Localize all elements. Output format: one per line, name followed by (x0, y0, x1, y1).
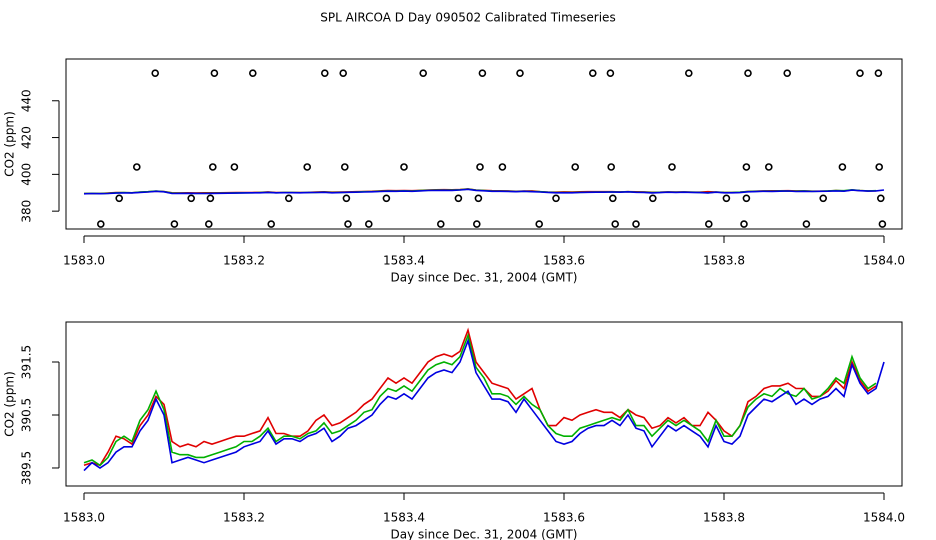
point (608, 194, 617, 203)
point (516, 69, 524, 77)
point (419, 69, 428, 77)
x-tick-label: 1583.4 (383, 511, 425, 525)
point (210, 69, 219, 77)
point (340, 163, 349, 171)
series-line (83, 332, 877, 467)
x-tick-label: 1583.0 (63, 254, 105, 268)
point (476, 163, 484, 171)
series-line (83, 338, 885, 472)
point (454, 194, 463, 203)
point (382, 194, 391, 203)
y-tick-label: 391.5 (20, 345, 34, 379)
y-tick-label: 440 (20, 89, 34, 112)
point (668, 163, 676, 171)
point (303, 163, 312, 171)
point (632, 220, 640, 228)
point (704, 220, 713, 228)
x-tick-label: 1583.0 (63, 511, 105, 525)
point (400, 163, 408, 171)
point (342, 194, 351, 203)
series-line (83, 327, 877, 467)
point (611, 220, 620, 228)
point (209, 163, 217, 171)
x-tick-label: 1583.8 (703, 254, 745, 268)
x-tick-label: 1583.6 (543, 511, 585, 525)
y-tick-label: 420 (20, 126, 34, 149)
point (684, 69, 693, 77)
point (722, 194, 731, 203)
point (478, 69, 487, 77)
point (874, 69, 883, 77)
y-axis-label: CO2 (ppm) (3, 111, 17, 177)
plot-frame (65, 321, 903, 487)
point (819, 194, 828, 203)
point (876, 194, 885, 203)
x-axis-label: Day since Dec. 31, 2004 (GMT) (391, 271, 578, 285)
point (364, 220, 373, 228)
x-tick-label: 1584.0 (863, 254, 905, 268)
point (648, 194, 657, 203)
y-tick-label: 389.5 (20, 451, 34, 485)
x-axis-label: Day since Dec. 31, 2004 (GMT) (391, 528, 578, 540)
chart-title: SPL AIRCOA D Day 090502 Calibrated Times… (320, 11, 615, 25)
point (206, 194, 215, 203)
y-tick-label: 380 (20, 200, 34, 223)
point (552, 194, 560, 203)
plot-area (83, 327, 885, 472)
x-tick-label: 1583.2 (223, 511, 265, 525)
point (284, 194, 293, 203)
point (535, 220, 544, 228)
y-tick-label: 390.5 (20, 398, 34, 432)
point (878, 220, 887, 228)
point (838, 163, 847, 171)
point (339, 69, 348, 77)
point (571, 163, 580, 171)
plot-area (83, 69, 887, 228)
point (474, 194, 483, 203)
point (606, 69, 615, 77)
x-tick-label: 1583.2 (223, 254, 265, 268)
point (170, 220, 179, 228)
point (856, 69, 864, 77)
x-tick-label: 1583.4 (383, 254, 425, 268)
x-tick-label: 1583.8 (703, 511, 745, 525)
point (764, 163, 773, 171)
point (344, 220, 352, 228)
point (802, 220, 811, 228)
point (320, 69, 329, 77)
series-line (83, 188, 885, 195)
point (97, 220, 105, 228)
point (187, 194, 195, 203)
point (740, 220, 748, 228)
point (588, 69, 597, 77)
point (249, 69, 257, 77)
x-tick-label: 1584.0 (863, 511, 905, 525)
point (875, 163, 884, 171)
point (744, 69, 752, 77)
point (151, 69, 159, 77)
y-tick-label: 400 (20, 163, 34, 186)
point (133, 163, 141, 171)
point (498, 163, 507, 171)
point (783, 69, 792, 77)
x-tick-label: 1583.6 (543, 254, 585, 268)
point (607, 163, 616, 171)
point (267, 220, 276, 228)
point (472, 220, 481, 228)
point (115, 194, 123, 203)
point (205, 220, 213, 228)
point (742, 163, 751, 171)
point (436, 220, 445, 228)
point (230, 163, 239, 171)
point (742, 194, 751, 203)
plot-frame (65, 58, 903, 230)
y-axis-label: CO2 (ppm) (3, 371, 17, 437)
